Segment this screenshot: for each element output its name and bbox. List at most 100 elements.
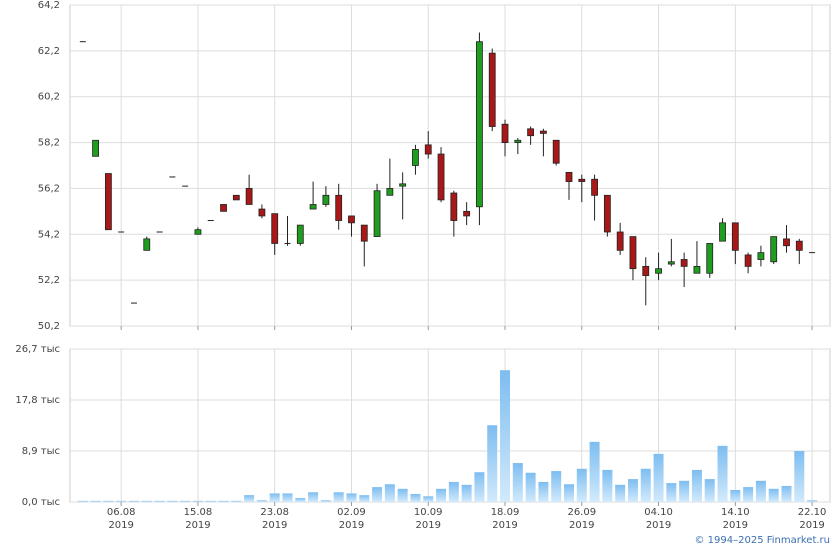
candle-body: [693, 265, 701, 274]
volume-bar: [410, 493, 421, 502]
candle-body: [424, 144, 432, 155]
volume-bar: [180, 500, 191, 502]
volume-bar: [269, 493, 280, 502]
candle-body: [437, 153, 445, 201]
volume-bar: [308, 492, 319, 502]
candle-body: [258, 208, 266, 217]
volume-bar: [755, 480, 766, 502]
volume-bar: [90, 500, 101, 502]
candle-body: [552, 139, 560, 164]
volume-bar: [794, 451, 805, 502]
plot-area: [69, 348, 831, 503]
y-tick-label: 58,2: [38, 138, 60, 149]
candle-body: [143, 238, 151, 251]
volume-bar: [320, 500, 331, 502]
candle-body: [309, 204, 317, 210]
y-tick-label: 62,2: [38, 46, 60, 57]
candle-body: [386, 188, 394, 196]
y-tick-label: 54,2: [38, 229, 60, 240]
candle-body: [194, 229, 202, 235]
candle-body: [271, 213, 279, 244]
candle-body: [795, 240, 803, 251]
volume-bar: [192, 500, 203, 502]
volume-bar: [807, 500, 818, 502]
y-tick-label: 26,7 тыс: [15, 344, 60, 355]
plot-area: [69, 4, 831, 327]
volume-bar: [231, 500, 242, 502]
candle-body: [220, 204, 227, 212]
x-tick-label: 22.10 2019: [797, 507, 827, 531]
volume-bar: [743, 487, 754, 502]
volume-bar: [653, 453, 664, 502]
candle-body: [450, 192, 458, 221]
volume-bar: [359, 495, 370, 502]
copyright: © 1994–2025 Finmarket.ru: [694, 535, 830, 546]
y-tick-label: 17,8 тыс: [15, 395, 60, 406]
volume-bar: [666, 483, 677, 502]
y-tick-label: 64,2: [38, 0, 60, 11]
volume-bar: [256, 500, 267, 502]
volume-bar: [563, 484, 574, 502]
volume-bar: [448, 481, 459, 502]
candle-body: [783, 238, 790, 247]
y-tick-label: 0,0 тыс: [22, 497, 60, 508]
volume-bar: [372, 487, 383, 502]
volume-bar: [781, 485, 792, 502]
candle-body: [360, 224, 368, 242]
candle-body: [603, 194, 611, 233]
volume-bar: [461, 484, 472, 502]
x-tick-label: 15.08 2019: [183, 507, 213, 531]
volume-bar: [551, 471, 562, 502]
candle-body: [757, 252, 765, 260]
candle-body: [514, 139, 522, 143]
volume-bar: [487, 425, 498, 502]
candle-body: [642, 265, 650, 276]
volume-bar: [691, 469, 702, 502]
x-tick-label: 06.08 2019: [106, 507, 136, 531]
x-tick-label: 18.09 2019: [490, 507, 520, 531]
x-tick-label: 23.08 2019: [260, 507, 290, 531]
volume-bar: [525, 472, 536, 502]
volume-bar: [77, 500, 88, 502]
volume-bar: [730, 489, 741, 502]
volume-bar: [384, 484, 395, 502]
candle-body: [719, 222, 726, 242]
volume-bar: [116, 500, 127, 502]
candle-body: [744, 254, 752, 267]
candle-body: [412, 149, 419, 166]
candle-body: [578, 178, 586, 182]
candle-body: [348, 215, 355, 224]
volume-bar: [500, 370, 511, 502]
candle-body: [680, 259, 688, 267]
candle-body: [335, 194, 343, 221]
candle-body: [245, 188, 253, 205]
volume-bar: [397, 488, 408, 502]
candle-body: [616, 231, 624, 251]
candle-body: [770, 236, 778, 263]
x-tick-label: 04.10 2019: [644, 507, 673, 531]
y-tick-label: 50,2: [38, 321, 60, 332]
candle-body: [540, 130, 547, 134]
candle-body: [501, 123, 509, 143]
volume-bar: [282, 493, 293, 502]
volume-bar: [333, 492, 344, 502]
volume-bar: [615, 484, 626, 502]
volume-bar: [679, 480, 690, 502]
candle-body: [591, 178, 598, 196]
x-tick-label: 02.09 2019: [337, 507, 366, 531]
volume-bar: [602, 469, 613, 502]
candle-body: [731, 222, 739, 251]
candle-body: [476, 41, 483, 208]
x-tick-label: 14.10 2019: [720, 507, 750, 531]
candle-body: [527, 128, 535, 137]
candle-body: [104, 173, 112, 231]
candle-body: [655, 268, 662, 274]
y-tick-label: 56,2: [38, 183, 60, 194]
candle-body: [667, 261, 675, 265]
volume-bar: [717, 445, 728, 502]
volume-bar: [244, 495, 255, 502]
candle-body: [92, 139, 99, 157]
volume-bar: [640, 468, 651, 502]
